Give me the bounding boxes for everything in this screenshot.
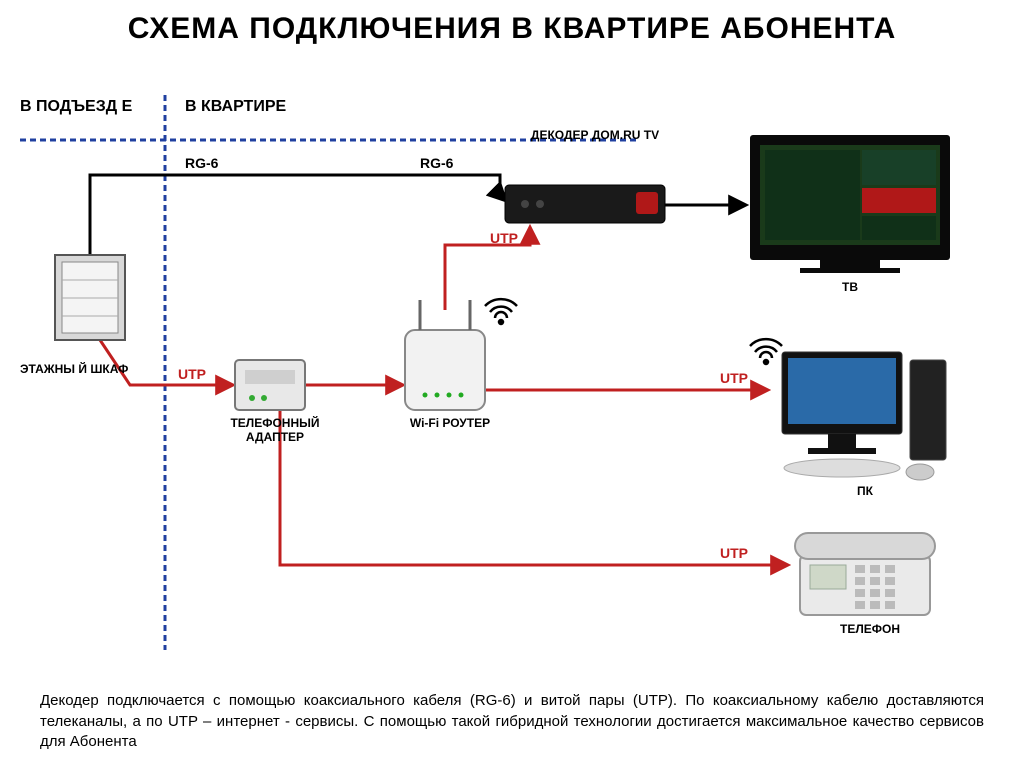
cable-utp-router-phone xyxy=(280,410,787,565)
device-tv xyxy=(750,135,950,273)
cable-label-utp-1: UTP xyxy=(178,366,206,382)
wifi-icon xyxy=(485,299,517,324)
device-decoder-label: ДЕКОДЕР ДОМ.RU TV xyxy=(530,128,660,142)
device-phone-adapter xyxy=(235,360,305,410)
device-decoder xyxy=(505,185,665,223)
cable-label-utp-3: UTP xyxy=(720,370,748,386)
region-entrance-label: В ПОДЪЕЗД Е xyxy=(20,98,140,116)
cable-label-rg6-1: RG-6 xyxy=(185,155,218,171)
device-adapter-label: ТЕЛЕФОННЫЙ АДАПТЕР xyxy=(215,416,335,444)
device-phone-label: ТЕЛЕФОН xyxy=(820,622,920,636)
wifi-icon xyxy=(750,339,782,364)
description-text: Декодер подключается с помощью коаксиаль… xyxy=(40,691,984,752)
device-cabinet xyxy=(55,255,125,340)
cable-label-utp-2: UTP xyxy=(490,230,518,246)
cable-label-rg6-2: RG-6 xyxy=(420,155,453,171)
device-router-label: Wi-Fi РОУТЕР xyxy=(405,416,495,430)
device-cabinet-label: ЭТАЖНЫ Й ШКАФ xyxy=(20,362,130,376)
cable-label-utp-4: UTP xyxy=(720,545,748,561)
device-pc-label: ПК xyxy=(845,484,885,498)
device-router xyxy=(405,300,485,410)
device-phone xyxy=(795,533,935,615)
device-pc xyxy=(782,352,946,480)
device-tv-label: ТВ xyxy=(830,280,870,294)
diagram-canvas xyxy=(0,0,1024,768)
region-apartment-label: В КВАРТИРЕ xyxy=(185,98,325,116)
cable-rg6-cabinet-decoder xyxy=(90,175,505,255)
